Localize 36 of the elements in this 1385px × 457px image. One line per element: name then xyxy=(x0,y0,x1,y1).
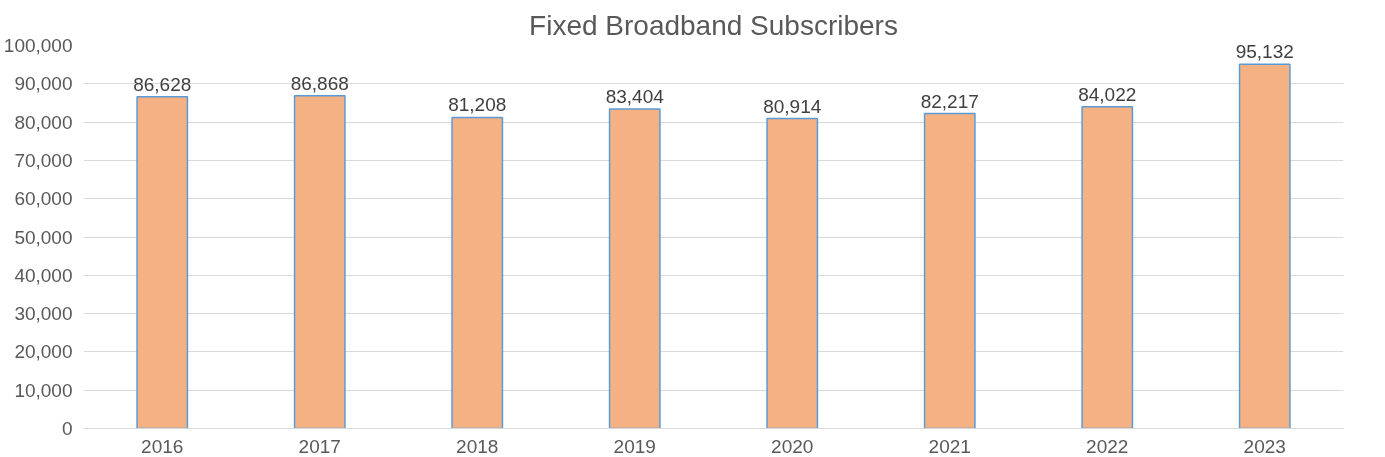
x-tick-label: 2016 xyxy=(141,435,184,457)
bar xyxy=(293,95,346,429)
data-label: 86,868 xyxy=(290,72,349,94)
data-label: 83,404 xyxy=(605,86,665,108)
y-tick-label: 20,000 xyxy=(14,341,73,363)
bar xyxy=(1238,63,1291,429)
x-tick-label: 2017 xyxy=(298,435,341,457)
y-tick-label: 80,000 xyxy=(14,111,73,133)
y-tick-label: 60,000 xyxy=(14,188,73,210)
data-label: 84,022 xyxy=(1078,83,1137,105)
x-tick-label: 2019 xyxy=(613,435,656,457)
y-tick-label: 100,000 xyxy=(3,35,73,56)
y-tick-label: 70,000 xyxy=(14,149,73,171)
data-label: 80,914 xyxy=(763,95,822,117)
data-label: 82,217 xyxy=(920,90,979,112)
bar xyxy=(923,112,976,429)
x-tick-label: 2020 xyxy=(771,435,814,457)
bar xyxy=(608,108,661,429)
data-label: 81,208 xyxy=(448,94,507,116)
y-tick-label: 0 xyxy=(61,418,73,439)
bar xyxy=(136,95,189,429)
x-tick-label: 2023 xyxy=(1243,435,1286,457)
x-tick-label: 2018 xyxy=(456,435,499,457)
bar xyxy=(766,117,819,429)
y-tick-label: 90,000 xyxy=(14,73,73,95)
y-tick-label: 30,000 xyxy=(14,303,73,325)
data-label: 95,132 xyxy=(1235,41,1294,63)
bar xyxy=(1081,105,1134,429)
y-tick-label: 50,000 xyxy=(14,226,73,248)
data-label: 86,628 xyxy=(133,73,192,95)
x-tick-label: 2022 xyxy=(1086,435,1129,457)
bar xyxy=(451,116,504,429)
y-tick-label: 10,000 xyxy=(14,379,73,401)
y-tick-label: 40,000 xyxy=(14,264,73,286)
x-tick-label: 2021 xyxy=(928,435,971,457)
chart-title: Fixed Broadband Subscribers xyxy=(529,9,898,41)
